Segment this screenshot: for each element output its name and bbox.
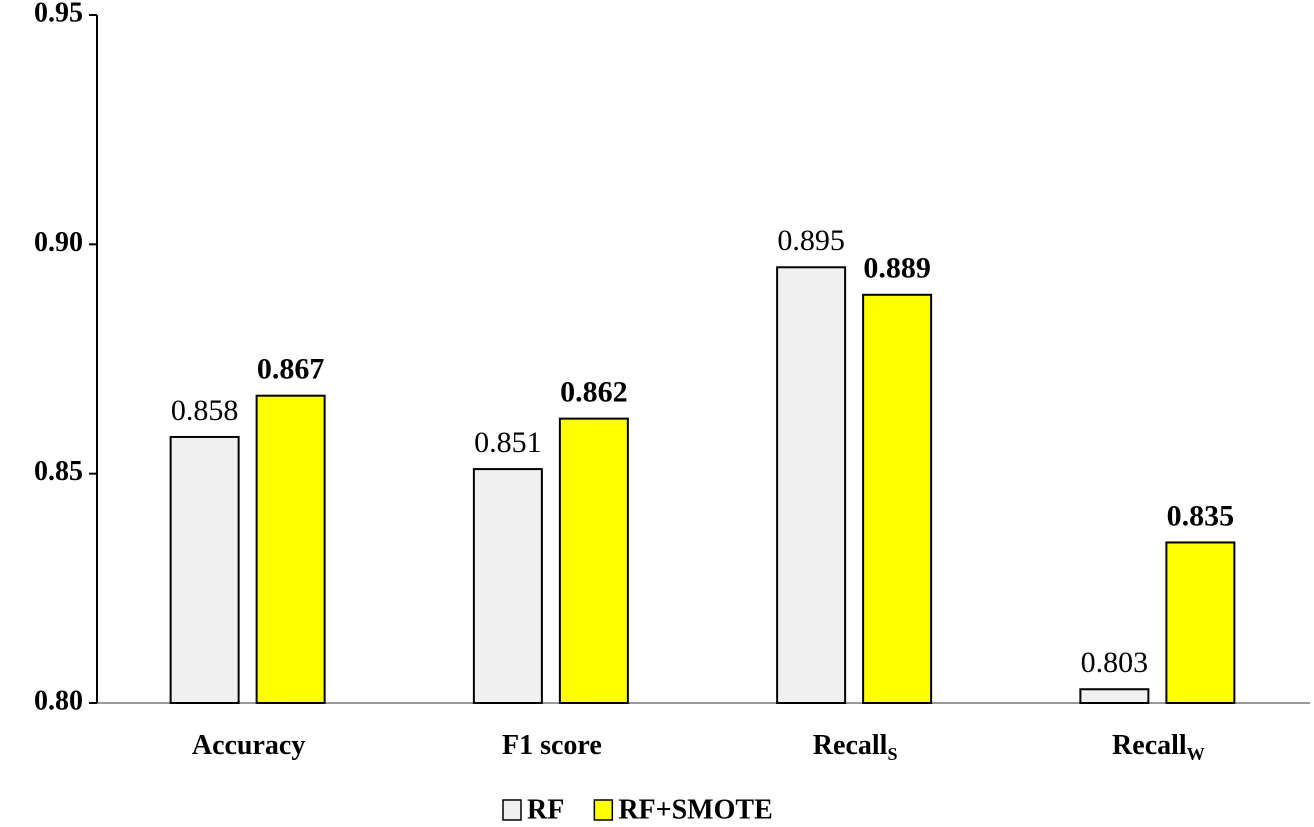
legend-label: RF: [527, 794, 564, 825]
value-label: 0.867: [257, 353, 325, 386]
bar: [776, 266, 847, 704]
bar: [558, 417, 629, 704]
category-text: F1 score: [502, 730, 602, 761]
value-label: 0.803: [1081, 646, 1149, 679]
x-tick-label: Accuracy: [192, 730, 306, 761]
y-tick-label: 0.90: [34, 227, 83, 258]
category-subscript: S: [887, 744, 897, 764]
value-label: 0.889: [863, 252, 931, 285]
bar: [1079, 688, 1150, 704]
category-text: Recall: [813, 730, 888, 761]
x-tick-label: RecallS: [813, 730, 898, 764]
value-label: 0.835: [1167, 499, 1235, 532]
value-label: 0.895: [777, 224, 845, 257]
x-tick-label: F1 score: [502, 730, 602, 761]
legend-swatch: [593, 799, 614, 821]
bar: [862, 293, 933, 704]
value-label: 0.851: [474, 426, 542, 459]
value-label: 0.858: [171, 394, 239, 427]
legend-swatch: [502, 799, 522, 821]
value-label: 0.862: [560, 376, 628, 409]
bar: [169, 435, 240, 704]
legend-label: RF+SMOTE: [618, 794, 772, 825]
bar: [1165, 541, 1236, 705]
y-tick-label: 0.80: [34, 685, 83, 716]
bar: [472, 468, 543, 704]
y-tick-label: 0.95: [34, 0, 83, 28]
x-tick-label: RecallW: [1112, 730, 1205, 764]
category-text: Recall: [1112, 730, 1187, 761]
y-tick-label: 0.85: [34, 456, 83, 487]
bar: [255, 394, 326, 704]
category-subscript: W: [1187, 744, 1205, 764]
category-text: Accuracy: [192, 730, 306, 761]
